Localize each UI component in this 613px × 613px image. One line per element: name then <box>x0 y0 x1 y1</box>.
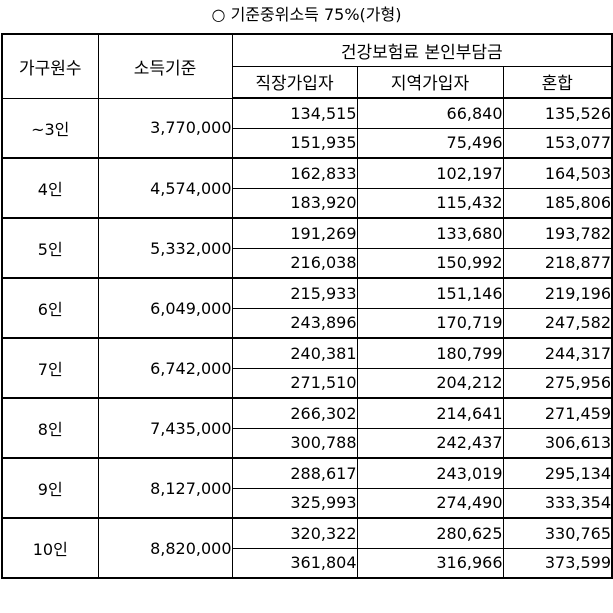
header-regional: 지역가입자 <box>356 65 504 99</box>
premium-table: 가구원수 소득기준 건강보험료 본인부담금 직장가입자 지역가입자 혼합 ~3인… <box>1 33 613 579</box>
employee-premium-cell: 243,896 <box>231 307 358 339</box>
employee-premium-cell: 134,515 <box>231 97 358 129</box>
regional-premium-cell: 243,019 <box>356 457 504 489</box>
mixed-premium-cell: 373,599 <box>502 547 613 579</box>
table-row: 216,038 150,992 218,877 <box>2 247 613 279</box>
household-size-cell: 7인 <box>1 337 99 399</box>
household-size-cell: ~3인 <box>1 97 99 159</box>
table-row: 7인 6,742,000 240,381 180,799 244,317 <box>1 337 613 399</box>
household-size-cell: 6인 <box>1 277 99 339</box>
header-mixed: 혼합 <box>502 65 613 99</box>
regional-premium-cell: 204,212 <box>356 367 504 399</box>
mixed-premium-cell: 218,877 <box>502 247 613 279</box>
household-size-cell: 4인 <box>1 157 99 219</box>
table-row: 5인 5,332,000 191,269 133,680 193,782 <box>1 217 613 279</box>
mixed-premium-cell: 275,956 <box>502 367 613 399</box>
household-size-cell: 9인 <box>1 457 99 519</box>
header-household-size: 가구원수 <box>1 33 99 99</box>
employee-premium-cell: 300,788 <box>231 427 358 459</box>
employee-premium-cell: 288,617 <box>231 457 358 489</box>
employee-premium-cell: 266,302 <box>231 397 358 429</box>
mixed-premium-cell: 244,317 <box>502 337 613 369</box>
regional-premium-cell: 151,146 <box>356 277 504 309</box>
income-standard-cell: 7,435,000 <box>97 397 233 459</box>
table-row: 300,788 242,437 306,613 <box>2 427 613 459</box>
header-employee: 직장가입자 <box>231 65 358 99</box>
regional-premium-cell: 66,840 <box>356 97 504 129</box>
household-size-cell: 8인 <box>1 397 99 459</box>
employee-premium-cell: 240,381 <box>231 337 358 369</box>
household-size-cell: 10인 <box>1 517 99 579</box>
regional-premium-cell: 115,432 <box>356 187 504 219</box>
table-row: 271,510 204,212 275,956 <box>2 367 613 399</box>
regional-premium-cell: 242,437 <box>356 427 504 459</box>
mixed-premium-cell: 164,503 <box>502 157 613 189</box>
table-body: ~3인 3,770,000 134,515 66,840 135,526 151,935 7… <box>1 97 613 579</box>
income-standard-cell: 5,332,000 <box>97 217 233 279</box>
table-row: 151,935 75,496 153,077 <box>2 127 613 159</box>
header-income-standard: 소득기준 <box>97 33 233 99</box>
table-row: 10인 8,820,000 320,322 280,625 330,765 <box>1 517 613 579</box>
income-standard-cell: 8,820,000 <box>97 517 233 579</box>
household-size-cell: 5인 <box>1 217 99 279</box>
income-standard-cell: 6,049,000 <box>97 277 233 339</box>
regional-premium-cell: 214,641 <box>356 397 504 429</box>
regional-premium-cell: 316,966 <box>356 547 504 579</box>
regional-premium-cell: 180,799 <box>356 337 504 369</box>
regional-premium-cell: 150,992 <box>356 247 504 279</box>
header-premium-group: 건강보험료 본인부담금 <box>231 33 613 67</box>
employee-premium-cell: 191,269 <box>231 217 358 249</box>
regional-premium-cell: 102,197 <box>356 157 504 189</box>
employee-premium-cell: 361,804 <box>231 547 358 579</box>
mixed-premium-cell: 306,613 <box>502 427 613 459</box>
income-standard-cell: 6,742,000 <box>97 337 233 399</box>
employee-premium-cell: 271,510 <box>231 367 358 399</box>
table-row: 361,804 316,966 373,599 <box>2 547 613 579</box>
regional-premium-cell: 280,625 <box>356 517 504 549</box>
table-row: 9인 8,127,000 288,617 243,019 295,134 <box>1 457 613 519</box>
mixed-premium-cell: 185,806 <box>502 187 613 219</box>
mixed-premium-cell: 333,354 <box>502 487 613 519</box>
employee-premium-cell: 320,322 <box>231 517 358 549</box>
mixed-premium-cell: 219,196 <box>502 277 613 309</box>
regional-premium-cell: 170,719 <box>356 307 504 339</box>
mixed-premium-cell: 135,526 <box>502 97 613 129</box>
regional-premium-cell: 75,496 <box>356 127 504 159</box>
employee-premium-cell: 162,833 <box>231 157 358 189</box>
regional-premium-cell: 274,490 <box>356 487 504 519</box>
mixed-premium-cell: 330,765 <box>502 517 613 549</box>
table-row: 243,896 170,719 247,582 <box>2 307 613 339</box>
income-standard-cell: 4,574,000 <box>97 157 233 219</box>
mixed-premium-cell: 193,782 <box>502 217 613 249</box>
table-row: 4인 4,574,000 162,833 102,197 164,503 <box>1 157 613 219</box>
employee-premium-cell: 215,933 <box>231 277 358 309</box>
table-row: 8인 7,435,000 266,302 214,641 271,459 <box>1 397 613 459</box>
employee-premium-cell: 151,935 <box>231 127 358 159</box>
mixed-premium-cell: 153,077 <box>502 127 613 159</box>
mixed-premium-cell: 295,134 <box>502 457 613 489</box>
table-row: ~3인 3,770,000 134,515 66,840 135,526 <box>1 97 613 159</box>
mixed-premium-cell: 271,459 <box>502 397 613 429</box>
employee-premium-cell: 183,920 <box>231 187 358 219</box>
employee-premium-cell: 325,993 <box>231 487 358 519</box>
regional-premium-cell: 133,680 <box>356 217 504 249</box>
table-row: 183,920 115,432 185,806 <box>2 187 613 219</box>
mixed-premium-cell: 247,582 <box>502 307 613 339</box>
income-standard-cell: 3,770,000 <box>97 97 233 159</box>
income-standard-cell: 8,127,000 <box>97 457 233 519</box>
employee-premium-cell: 216,038 <box>231 247 358 279</box>
table-row: 6인 6,049,000 215,933 151,146 219,196 <box>1 277 613 339</box>
table-row: 325,993 274,490 333,354 <box>2 487 613 519</box>
page-title: ○ 기준중위소득 75%(가형) <box>211 5 402 24</box>
